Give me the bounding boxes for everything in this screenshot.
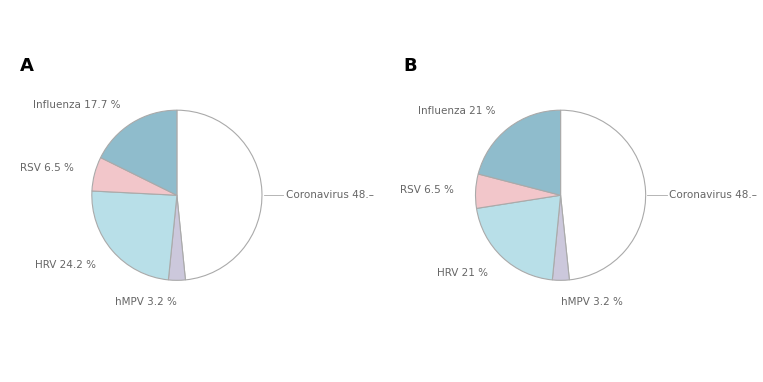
Text: Coronavirus 48.–: Coronavirus 48.– [286, 190, 374, 200]
Text: hMPV 3.2 %: hMPV 3.2 % [115, 296, 177, 307]
Text: B: B [403, 57, 417, 75]
Text: Influenza 21 %: Influenza 21 % [418, 106, 495, 116]
Wedge shape [92, 158, 177, 195]
Text: hMPV 3.2 %: hMPV 3.2 % [561, 296, 623, 307]
Text: RSV 6.5 %: RSV 6.5 % [401, 185, 454, 195]
Wedge shape [552, 195, 569, 280]
Wedge shape [561, 110, 645, 280]
Text: RSV 6.5 %: RSV 6.5 % [20, 163, 74, 173]
Wedge shape [92, 191, 177, 280]
Text: Influenza 17.7 %: Influenza 17.7 % [34, 100, 121, 110]
Wedge shape [177, 110, 262, 280]
Wedge shape [101, 110, 177, 195]
Text: Coronavirus 48.–: Coronavirus 48.– [669, 190, 758, 200]
Wedge shape [475, 174, 561, 209]
Text: HRV 24.2 %: HRV 24.2 % [35, 260, 96, 270]
Wedge shape [477, 195, 561, 280]
Text: A: A [20, 57, 34, 75]
Wedge shape [478, 110, 561, 195]
Wedge shape [169, 195, 185, 280]
Text: HRV 21 %: HRV 21 % [436, 268, 488, 278]
